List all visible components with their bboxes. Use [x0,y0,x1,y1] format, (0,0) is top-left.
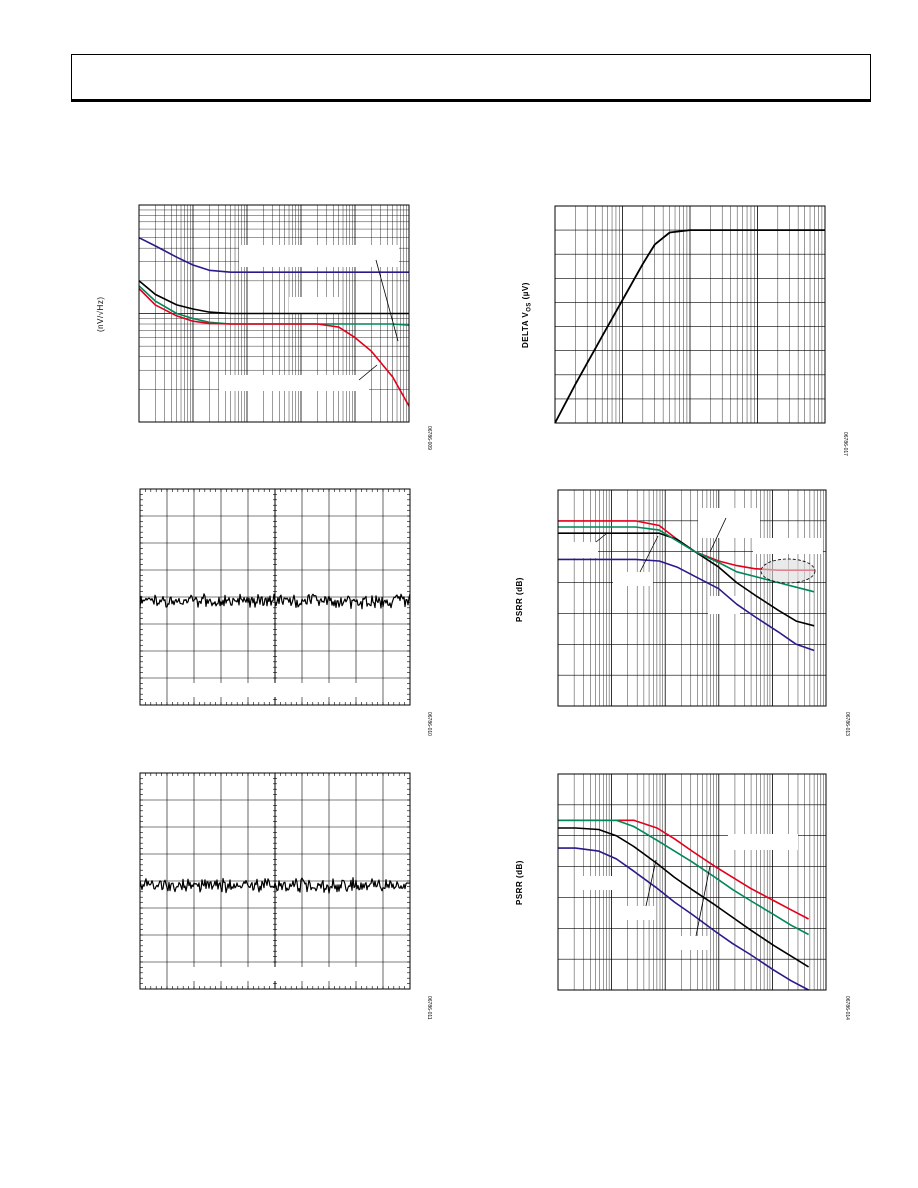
delta-vos-frame [554,205,826,424]
psrr-chart-1 [557,489,827,707]
delta-vos-figure-code: 06786-017 [842,432,848,456]
psrr-1-label-box [558,542,598,558]
delta-vos-ylabel-prefix: DELTA V [521,311,530,348]
delta-vos-series [554,229,825,424]
noise-density-label-box [289,297,339,313]
psrr-2-svg [557,773,827,991]
noise-time-2-label-box [170,967,380,981]
noise-density-chart [138,204,410,423]
psrr-chart-2 [557,773,827,991]
psrr-1-label-box [753,538,823,554]
delta-vos-chart [554,205,826,424]
noise-density-series-blue [138,236,409,273]
noise-density-label-box [219,375,369,391]
psrr-1-figure-code: 06786-013 [844,712,850,736]
psrr-2-label-box [668,936,708,950]
psrr-1-label-box [698,508,760,538]
noise-time-1-figure-code: 06786-010 [426,712,432,736]
psrr-1-label-box [613,572,653,586]
noise-time-1-label-box [170,683,380,697]
psrr-2-series-black [558,827,810,968]
noise-time-1-frame [139,488,411,706]
psrr-1-label-box [708,596,740,614]
psrr-2-figure-code: 06786-014 [844,996,850,1020]
psrr-2-arrow [645,859,657,907]
psrr-1-svg [557,489,827,707]
noise-time-2-figure-code: 06786-011 [426,996,432,1020]
psrr-1-highlight-ellipse [760,558,816,584]
noise-time-2-trace [139,877,411,894]
psrr-2-label-box [576,876,616,890]
psrr-2-label-box [728,834,798,850]
delta-vos-ylabel-suffix: (µV) [521,282,530,303]
psrr-2-ylabel: PSRR (dB) [515,860,524,905]
delta-vos-ylabel-sub: OS [526,302,533,312]
noise-density-series-black [138,280,409,315]
noise-density-arrow [375,259,399,342]
psrr-1-arrow [709,517,727,553]
page-header-box [71,54,871,102]
psrr-1-arrow [595,533,607,543]
noise-density-ylabel: (nV/√Hz) [96,296,105,332]
noise-density-series-red [138,287,410,407]
noise-density-frame [138,204,410,423]
psrr-2-arrow [695,865,711,937]
noise-density-arrow [358,364,378,381]
noise-time-chart-1 [139,488,411,706]
noise-density-figure-code: 06786-009 [426,426,432,450]
psrr-2-series-blue [558,847,809,991]
noise-time-1-svg [139,488,411,706]
psrr-1-arrow [639,535,659,573]
noise-time-2-frame [139,772,411,990]
psrr-1-frame [557,489,827,707]
psrr-2-label-box [616,906,656,920]
psrr-2-series-green [558,819,809,936]
psrr-1-series-blue [558,558,815,652]
psrr-1-ylabel: PSRR (dB) [515,577,524,622]
psrr-2-frame [557,773,827,991]
noise-time-2-svg [139,772,411,990]
delta-vos-svg [554,205,826,424]
noise-time-1-trace [139,593,411,610]
noise-density-svg [138,204,410,423]
noise-time-chart-2 [139,772,411,990]
delta-vos-ylabel: DELTA VOS (µV) [521,282,533,348]
noise-density-label-box [239,245,399,267]
